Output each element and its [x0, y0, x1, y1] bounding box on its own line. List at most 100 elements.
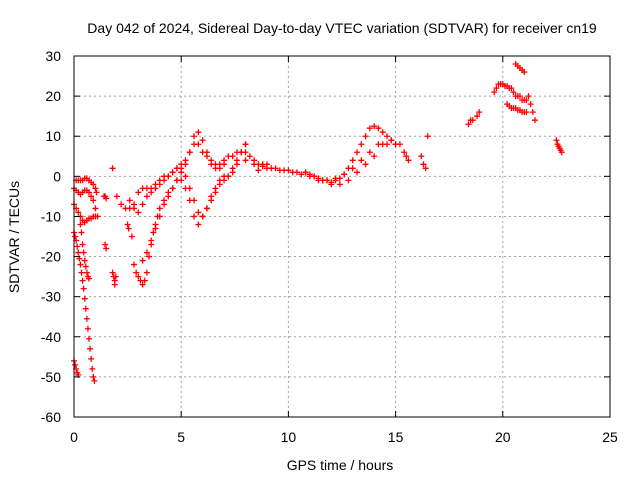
data-point: [143, 193, 150, 200]
data-point: [375, 125, 382, 132]
data-point: [182, 185, 189, 192]
data-point: [332, 175, 339, 182]
data-point: [354, 169, 361, 176]
series-big-arc-2: [131, 141, 270, 288]
data-point: [345, 177, 352, 184]
data-point: [109, 165, 116, 172]
data-point: [75, 209, 82, 216]
series-arc-1: [71, 201, 101, 226]
data-point: [112, 273, 119, 280]
data-point: [139, 201, 146, 208]
series-right-peak: [504, 61, 530, 116]
plot-frame: [73, 55, 611, 418]
data-point: [195, 221, 202, 228]
data-point: [182, 161, 189, 168]
data-point: [525, 93, 532, 100]
data-point: [79, 241, 86, 248]
data-point: [75, 249, 82, 256]
data-point: [281, 167, 288, 174]
data-point: [161, 177, 168, 184]
series-flat-mid-2: [255, 141, 399, 184]
data-point: [298, 171, 305, 178]
data-point: [203, 153, 210, 160]
data-point: [336, 181, 343, 188]
data-point: [349, 157, 356, 164]
data-point: [403, 153, 410, 160]
data-point: [212, 185, 219, 192]
data-point: [148, 189, 155, 196]
y-tick-label: 30: [45, 48, 61, 64]
data-point: [191, 213, 198, 220]
series-big-arc-4: [139, 141, 249, 264]
y-axis-label: SDTVAR / TECUs: [6, 181, 22, 293]
data-point: [186, 149, 193, 156]
data-point: [156, 205, 163, 212]
data-point: [531, 117, 538, 124]
data-point: [229, 165, 236, 172]
data-point: [125, 225, 132, 232]
data-point: [405, 157, 412, 164]
data-point: [86, 189, 93, 196]
y-tick-label: -60: [41, 409, 61, 425]
data-point: [81, 257, 88, 264]
data-point: [90, 181, 97, 188]
y-tick-label: -50: [41, 369, 61, 385]
data-point: [216, 161, 223, 168]
data-point: [178, 177, 185, 184]
data-point: [82, 305, 89, 312]
x-tick-label: 15: [388, 429, 404, 445]
data-point: [135, 273, 142, 280]
data-point: [371, 123, 378, 130]
data-point: [199, 213, 206, 220]
data-point: [78, 229, 85, 236]
data-point: [90, 373, 97, 380]
series-arc-2: [73, 175, 100, 196]
data-point: [84, 325, 91, 332]
data-point: [302, 169, 309, 176]
data-point: [83, 315, 90, 322]
series-isolated: [101, 193, 135, 288]
series-arc-4: [77, 221, 93, 282]
data-point: [510, 89, 517, 96]
y-tick-label: 0: [53, 168, 61, 184]
chart-title: Day 042 of 2024, Sidereal Day-to-day VTE…: [87, 20, 597, 36]
data-point: [362, 133, 369, 140]
data-point: [508, 85, 515, 92]
data-point: [208, 157, 215, 164]
data-point: [86, 275, 93, 282]
series-early-start: [71, 357, 82, 378]
data-point: [135, 209, 142, 216]
data-point: [491, 89, 498, 96]
x-tick-label: 0: [70, 429, 78, 445]
data-point: [203, 205, 210, 212]
data-point: [424, 133, 431, 140]
data-point: [169, 169, 176, 176]
data-point: [111, 281, 118, 288]
data-point: [165, 193, 172, 200]
data-point: [126, 197, 133, 204]
data-point: [384, 133, 391, 140]
data-point: [182, 173, 189, 180]
data-point: [93, 189, 100, 196]
data-point: [255, 167, 262, 174]
data-point: [246, 153, 253, 160]
data-point: [161, 201, 168, 208]
data-point: [86, 335, 93, 342]
data-point: [77, 221, 84, 228]
data-point: [418, 153, 425, 160]
data-point: [80, 285, 87, 292]
data-point: [72, 361, 79, 368]
data-point: [103, 195, 110, 202]
data-point: [186, 197, 193, 204]
data-point: [272, 165, 279, 172]
data-point: [152, 225, 159, 232]
data-point: [474, 113, 481, 120]
series-big-arc-3: [126, 141, 249, 220]
data-point: [242, 157, 249, 164]
data-point: [156, 181, 163, 188]
data-point: [77, 261, 84, 268]
data-point: [225, 173, 232, 180]
data-point: [80, 249, 87, 256]
data-point: [94, 213, 101, 220]
data-point: [208, 193, 215, 200]
